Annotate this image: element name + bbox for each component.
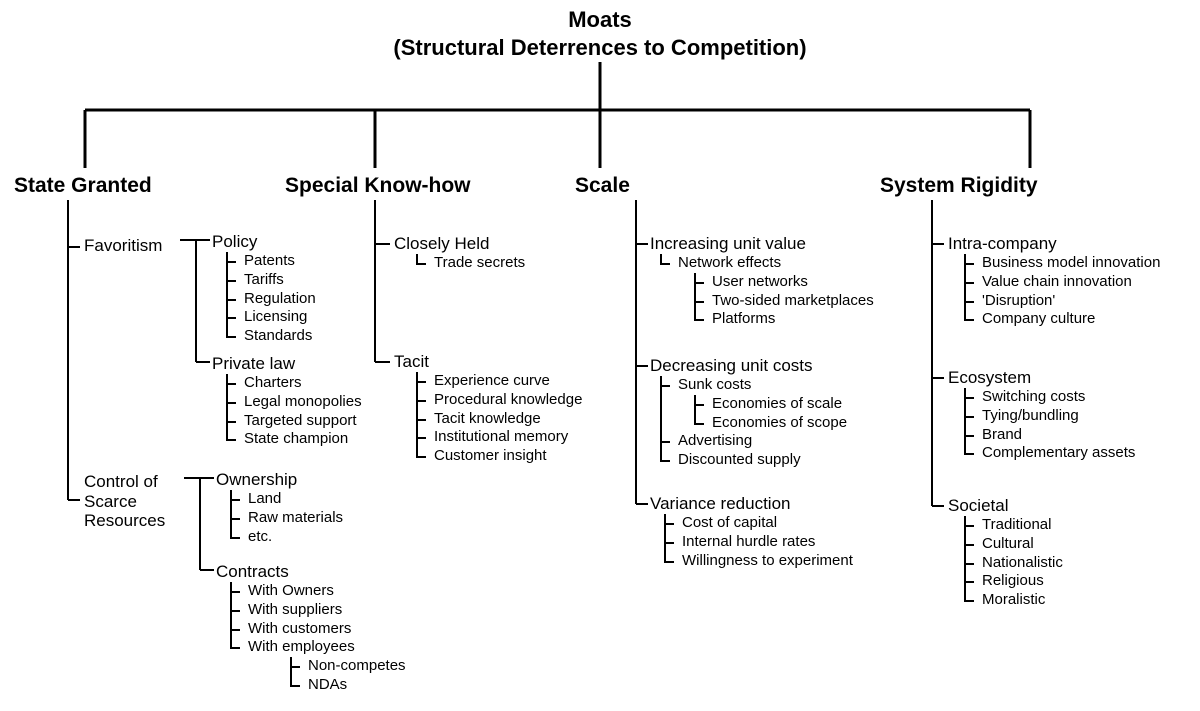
node-private-law: Private law: [212, 354, 362, 374]
leaf-legal-monopolies: Legal monopolies: [242, 393, 362, 412]
leaf-tying-bundling: Tying/bundling: [980, 407, 1079, 426]
category-state-granted: State Granted: [14, 174, 152, 198]
leaf-customer-insight: Customer insight: [432, 447, 547, 466]
node-closely-held: Closely Held: [394, 234, 525, 254]
subtree-policy: Policy Patents Tariffs Regulation Licens…: [212, 232, 316, 346]
leaf-with-employees: With employees: [246, 638, 355, 657]
node-policy: Policy: [212, 232, 316, 252]
leaf-standards: Standards: [242, 327, 312, 346]
category-system-rigidity: System Rigidity: [880, 174, 1038, 198]
leaf-nationalistic: Nationalistic: [980, 554, 1063, 573]
leaf-ndas: NDAs: [306, 676, 347, 695]
leaf-cost-of-capital: Cost of capital: [680, 514, 777, 533]
leaf-non-competes: Non-competes: [306, 657, 406, 676]
leaf-economies-scope: Economies of scope: [710, 414, 847, 433]
leaf-charters: Charters: [242, 374, 302, 393]
subtree-tacit: Tacit Experience curve Procedural knowle…: [394, 352, 582, 466]
node-variance-reduction: Variance reduction: [650, 494, 853, 514]
node-ownership: Ownership: [216, 470, 343, 490]
subtree-ecosystem: Ecosystem Switching costs Tying/bundling…: [948, 368, 1135, 463]
leaf-willingness-experiment: Willingness to experiment: [680, 552, 853, 571]
leaf-patents: Patents: [242, 252, 295, 271]
subtree-inc-unit-value: Increasing unit value Network effects Us…: [650, 234, 874, 329]
leaf-traditional: Traditional: [980, 516, 1051, 535]
leaf-religious: Religious: [980, 572, 1044, 591]
node-ecosystem: Ecosystem: [948, 368, 1135, 388]
category-scale: Scale: [575, 174, 630, 198]
node-societal: Societal: [948, 496, 1063, 516]
leaf-complementary-assets: Complementary assets: [980, 444, 1135, 463]
leaf-tariffs: Tariffs: [242, 271, 284, 290]
leaf-bmi: Business model innovation: [980, 254, 1160, 273]
node-dec-unit-costs: Decreasing unit costs: [650, 356, 847, 376]
leaf-vci: Value chain innovation: [980, 273, 1132, 292]
leaf-experience-curve: Experience curve: [432, 372, 550, 391]
leaf-disruption: 'Disruption': [980, 292, 1055, 311]
subtree-dec-unit-costs: Decreasing unit costs Sunk costs Economi…: [650, 356, 847, 470]
node-scarce-resources: Control of Scarce Resources: [84, 472, 204, 531]
node-favoritism: Favoritism: [84, 236, 162, 256]
leaf-advertising: Advertising: [676, 432, 752, 451]
leaf-economies-scale: Economies of scale: [710, 395, 842, 414]
leaf-user-networks: User networks: [710, 273, 808, 292]
leaf-land: Land: [246, 490, 281, 509]
leaf-licensing: Licensing: [242, 308, 307, 327]
subtree-contracts: Contracts With Owners With suppliers Wit…: [216, 562, 406, 695]
leaf-moralistic: Moralistic: [980, 591, 1045, 610]
leaf-hurdle-rates: Internal hurdle rates: [680, 533, 815, 552]
node-contracts: Contracts: [216, 562, 406, 582]
category-special-knowhow: Special Know-how: [285, 174, 471, 198]
node-intra-company: Intra-company: [948, 234, 1160, 254]
subtree-closely-held: Closely Held Trade secrets: [394, 234, 525, 273]
leaf-with-customers: With customers: [246, 620, 351, 639]
node-inc-unit-value: Increasing unit value: [650, 234, 874, 254]
leaf-discounted-supply: Discounted supply: [676, 451, 801, 470]
leaf-with-owners: With Owners: [246, 582, 334, 601]
leaf-institutional-memory: Institutional memory: [432, 428, 568, 447]
leaf-tacit-knowledge: Tacit knowledge: [432, 410, 541, 429]
leaf-culture: Company culture: [980, 310, 1095, 329]
leaf-switching-costs: Switching costs: [980, 388, 1085, 407]
leaf-brand: Brand: [980, 426, 1022, 445]
subtree-private-law: Private law Charters Legal monopolies Ta…: [212, 354, 362, 449]
leaf-procedural-knowledge: Procedural knowledge: [432, 391, 582, 410]
leaf-targeted-support: Targeted support: [242, 412, 357, 431]
leaf-platforms: Platforms: [710, 310, 775, 329]
leaf-two-sided: Two-sided marketplaces: [710, 292, 874, 311]
leaf-with-suppliers: With suppliers: [246, 601, 342, 620]
subtree-variance-reduction: Variance reduction Cost of capital Inter…: [650, 494, 853, 570]
node-sunk-costs: Sunk costs: [676, 376, 751, 395]
leaf-state-champion: State champion: [242, 430, 348, 449]
leaf-etc: etc.: [246, 528, 272, 547]
node-tacit: Tacit: [394, 352, 582, 372]
node-network-effects: Network effects: [676, 254, 781, 273]
leaf-raw-materials: Raw materials: [246, 509, 343, 528]
subtree-intra-company: Intra-company Business model innovation …: [948, 234, 1160, 329]
leaf-regulation: Regulation: [242, 290, 316, 309]
subtree-ownership: Ownership Land Raw materials etc.: [216, 470, 343, 546]
leaf-cultural: Cultural: [980, 535, 1034, 554]
subtree-societal: Societal Traditional Cultural Nationalis…: [948, 496, 1063, 610]
leaf-trade-secrets: Trade secrets: [432, 254, 525, 273]
